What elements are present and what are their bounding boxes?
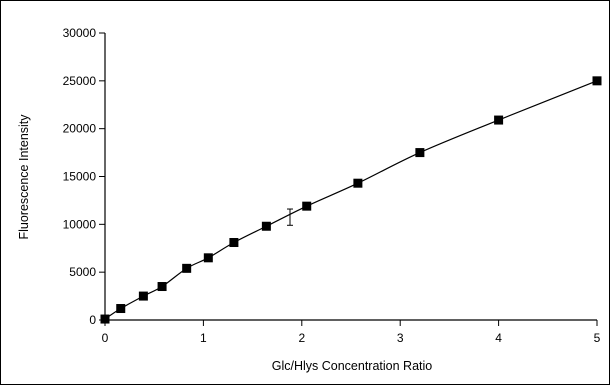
x-tick-label: 3 xyxy=(397,331,404,345)
x-tick-label: 4 xyxy=(495,331,502,345)
data-point-marker xyxy=(353,178,363,188)
y-tick-label: 10000 xyxy=(63,217,97,231)
x-tick-label: 0 xyxy=(102,331,109,345)
data-point-marker xyxy=(203,253,213,263)
y-tick-label: 25000 xyxy=(63,74,97,88)
y-tick-label: 0 xyxy=(89,313,96,327)
x-axis: 0 1 2 3 4 5 xyxy=(102,319,601,345)
data-point-marker xyxy=(157,282,167,292)
data-point-marker xyxy=(494,115,504,125)
y-tick-label: 5000 xyxy=(69,265,96,279)
x-axis-label: Glc/Hlys Concentration Ratio xyxy=(272,359,433,373)
data-point-marker xyxy=(100,314,110,324)
data-point-marker xyxy=(182,263,192,273)
x-tick-label: 2 xyxy=(298,331,305,345)
data-point-marker xyxy=(592,76,602,86)
y-axis-label: Fluorescence Intensity xyxy=(17,114,31,240)
data-point-marker xyxy=(261,221,271,231)
error-bar-group xyxy=(286,208,293,226)
y-axis: 0 5000 10000 15000 20000 25000 30000 xyxy=(63,26,106,327)
data-point-marker xyxy=(138,291,148,301)
y-tick-label: 30000 xyxy=(63,26,97,40)
x-tick-label: 5 xyxy=(594,331,601,345)
y-tick-label: 15000 xyxy=(63,170,97,184)
data-point-marker xyxy=(415,148,425,158)
data-point-marker xyxy=(116,304,126,314)
data-point-marker xyxy=(229,238,239,248)
x-tick-label: 1 xyxy=(200,331,207,345)
data-points xyxy=(100,76,602,324)
y-tick-label: 20000 xyxy=(63,122,97,136)
data-point-marker xyxy=(302,201,312,211)
